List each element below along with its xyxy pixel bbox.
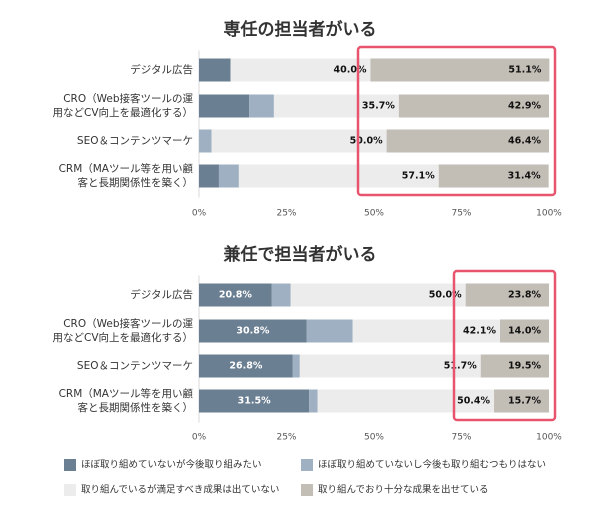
legend-label: ほぼ取り組めていないし今後も取り組むつもりはない [318,459,546,471]
bar-segment [438,164,549,188]
category-label: デジタル広告 [130,288,193,301]
bar-segment [500,319,549,343]
data-label: 19.5% [508,361,541,372]
bar-segment [398,94,549,118]
bar-segment [271,283,291,307]
data-label: 46.4% [508,136,541,147]
bar-segment [292,354,300,378]
x-tick-label: 75% [451,433,471,443]
legend-label: 取り組んでいるが満足すべき成果は出ていない [81,484,279,496]
category-label: SEO＆コンテンツマーケ [77,135,193,147]
legend-swatch [301,459,313,471]
bar-segment [199,389,310,413]
bar-segment [199,283,272,307]
data-label: 31.4% [508,171,541,182]
bar-segment [211,129,387,153]
highlight-box [452,269,557,422]
legend-swatch [64,484,76,496]
data-label: 42.9% [508,101,541,112]
bar-segment [199,354,293,378]
legend-swatch [301,484,313,496]
data-label: 51.7% [444,361,477,372]
category-label: 用などCV向上を最適化する） [52,106,193,119]
bar-segment [386,129,549,153]
bar-segment [199,58,231,82]
legend-swatch [64,459,76,471]
data-label: 51.1% [508,65,541,76]
chart-title: 専任の担当者がいる [224,19,377,40]
data-label: 26.8% [229,361,262,372]
data-label: 50.4% [457,396,490,407]
chart-title: 兼任で担当者がいる [224,244,377,265]
bar-segment [230,58,371,82]
category-label: 客と長期関係性を築く） [78,401,194,414]
bar-segment [199,94,250,118]
bar-segment [465,283,549,307]
bar-segment [306,319,353,343]
bar-segment [370,58,550,82]
x-tick-label: 25% [276,433,296,443]
category-label: 客と長期関係性を築く） [78,176,194,189]
data-label: 23.8% [508,290,541,301]
x-tick-label: 0% [192,433,207,443]
bar-segment [480,354,549,378]
data-label: 30.8% [236,326,269,337]
bar-segment [352,319,500,343]
category-label: CRM（MAツール等を用い顧 [59,162,194,175]
x-tick-label: 50% [364,209,384,219]
x-tick-label: 0% [192,209,207,219]
data-label: 20.8% [219,290,252,301]
data-label: 31.5% [238,396,271,407]
category-label: CRM（MAツール等を用い顧 [59,387,194,400]
data-label: 40.0% [334,65,367,76]
bar-segment [290,283,466,307]
data-label: 15.7% [508,396,541,407]
category-label: 用などCV向上を最適化する） [52,331,193,344]
data-label: 57.1% [402,171,435,182]
x-tick-label: 50% [364,433,384,443]
bar-segment [309,389,318,413]
category-label: CRO（Web接客ツールの運 [63,92,193,105]
legend-label: 取り組んでおり十分な成果を出せている [318,484,489,496]
highlight-box [356,45,557,197]
bar-segment [249,94,274,118]
bar-segment [218,164,239,188]
category-label: デジタル広告 [130,63,193,76]
data-label: 35.7% [362,101,395,112]
bar-segment [273,94,399,118]
category-label: SEO＆コンテンツマーケ [77,360,193,372]
x-tick-label: 100% [536,209,562,219]
bar-segment [299,354,481,378]
category-label: CRO（Web接客ツールの運 [63,317,193,330]
bar-segment [494,389,549,413]
data-label: 42.1% [463,326,496,337]
bar-segment [317,389,495,413]
data-label: 50.0% [429,290,462,301]
bar-segment [199,129,212,153]
bar-segment [199,319,307,343]
x-tick-label: 100% [536,433,562,443]
bar-segment [199,164,219,188]
bar-segment [238,164,439,188]
x-tick-label: 75% [451,209,471,219]
legend-label: ほぼ取り組めていないが今後取り組みたい [81,459,262,471]
data-label: 14.0% [508,326,541,337]
data-label: 50.0% [350,136,383,147]
x-tick-label: 25% [276,209,296,219]
